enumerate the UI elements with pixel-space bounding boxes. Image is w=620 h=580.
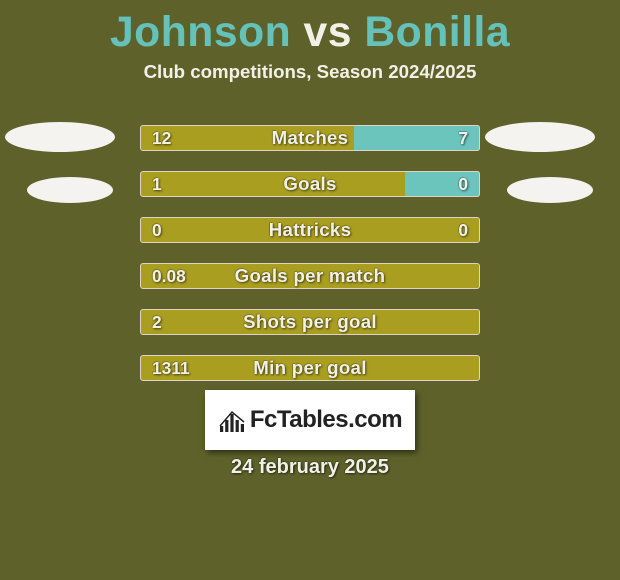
- stat-label: Min per goal: [140, 355, 480, 381]
- decorative-ellipse: [507, 177, 593, 203]
- stat-row: 00Hattricks: [140, 217, 480, 243]
- logo-box: FcTables.com: [205, 390, 415, 450]
- decorative-ellipse: [5, 122, 115, 152]
- stat-row: 10Goals: [140, 171, 480, 197]
- stat-label: Hattricks: [140, 217, 480, 243]
- generation-date: 24 february 2025: [0, 456, 620, 479]
- stat-label: Goals per match: [140, 263, 480, 289]
- stat-label: Goals: [140, 171, 480, 197]
- stat-row: 1311Min per goal: [140, 355, 480, 381]
- subtitle: Club competitions, Season 2024/2025: [0, 61, 620, 83]
- comparison-infographic: Johnson vs Bonilla Club competitions, Se…: [0, 0, 620, 580]
- logo-text: FcTables.com: [250, 406, 402, 434]
- stat-row: 127Matches: [140, 125, 480, 151]
- decorative-ellipse: [485, 122, 595, 152]
- stat-bars: 127Matches 10Goals 00Hattricks 0.08Goals pe…: [140, 125, 480, 401]
- stat-row: 0.08Goals per match: [140, 263, 480, 289]
- stat-label: Shots per goal: [140, 309, 480, 335]
- page-title: Johnson vs Bonilla: [0, 0, 620, 57]
- fctables-icon: [218, 408, 246, 432]
- decorative-ellipse: [27, 177, 113, 203]
- stat-row: 2Shots per goal: [140, 309, 480, 335]
- stat-label: Matches: [140, 125, 480, 151]
